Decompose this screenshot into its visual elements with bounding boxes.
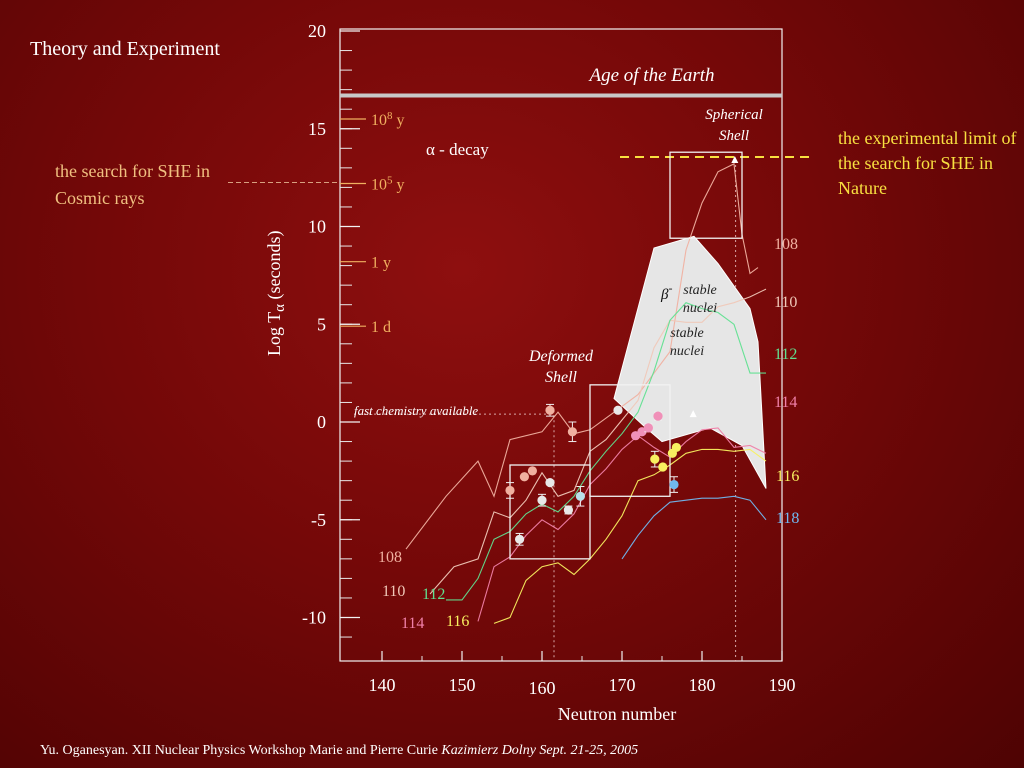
time-mark-label: 105 y	[371, 174, 405, 193]
spherical-shell-box	[669, 151, 743, 239]
triangle-marker	[731, 156, 739, 164]
series-label-right-108: 108	[774, 236, 798, 253]
stable-nuclei-label: nuclei	[670, 344, 704, 359]
series-label-left-112: 112	[422, 586, 445, 603]
time-mark-label: 1 y	[371, 255, 391, 272]
series-line-110	[429, 288, 767, 595]
series-label-right-112: 112	[774, 346, 797, 363]
data-point	[671, 442, 682, 453]
spherical-shell-label: Shell	[719, 128, 749, 144]
data-point	[567, 427, 578, 437]
x-tick-label: 150	[449, 675, 476, 695]
stable-nuclei-label: stable	[683, 283, 716, 298]
series-label-left-114: 114	[401, 615, 424, 632]
y-tick-label: 5	[317, 314, 326, 334]
y-tick-label: -5	[311, 510, 326, 530]
footer-author: Yu. Oganesyan. XII Nuclear Physics Works…	[40, 743, 442, 758]
series-label-right-118: 118	[776, 510, 799, 527]
data-point	[537, 495, 547, 505]
mid-region-box	[589, 384, 671, 497]
series-label-right-114: 114	[774, 394, 797, 411]
x-tick-label: 160	[529, 678, 556, 698]
time-mark-label: 108 y	[371, 110, 405, 129]
y-tick-label: 15	[308, 119, 326, 139]
deformed-shell-label: Shell	[545, 369, 578, 386]
data-point	[650, 454, 660, 464]
stable-nuclei-label: stable	[670, 326, 703, 341]
series-label-left-116: 116	[446, 613, 469, 630]
series-label-right-116: 116	[776, 468, 799, 485]
data-point	[653, 411, 663, 421]
data-point	[515, 534, 525, 544]
series-line-116	[493, 448, 767, 624]
data-point	[545, 478, 555, 488]
data-point	[669, 479, 679, 490]
deformed-shell-box	[509, 464, 591, 560]
experimental-points	[505, 403, 682, 546]
data-point	[519, 472, 530, 482]
series-lines	[405, 163, 767, 624]
series-label-left-108: 108	[378, 549, 402, 566]
y-tick-label: 20	[308, 21, 326, 41]
deformed-shell-label: Deformed	[528, 348, 594, 365]
x-tick-label: 170	[609, 675, 636, 695]
experimental-limit-note: the experimental limit of the search for…	[838, 128, 1017, 198]
y-tick-label: 10	[308, 217, 326, 237]
footer-citation: Yu. Oganesyan. XII Nuclear Physics Works…	[40, 743, 638, 759]
data-point	[563, 505, 574, 515]
data-point	[643, 423, 654, 433]
cosmic-ray-search-note: the search for SHE in Cosmic rays	[55, 161, 210, 208]
data-point	[613, 405, 623, 415]
series-line-108	[405, 163, 759, 550]
triangle-marker	[689, 410, 697, 418]
x-tick-label: 190	[769, 675, 796, 695]
data-point	[527, 466, 538, 476]
series-line-114	[477, 427, 767, 622]
series-label-left-110: 110	[382, 583, 405, 600]
data-point	[545, 405, 555, 415]
spherical-shell-label: Spherical	[705, 107, 763, 123]
y-tick-label: -10	[302, 608, 326, 628]
series-line-112	[446, 302, 766, 601]
y-axis-label: Log Tα (seconds)	[264, 230, 288, 356]
time-mark-label: 1 d	[371, 319, 391, 336]
stable-nuclei-label: nuclei	[683, 301, 717, 316]
data-point	[658, 462, 668, 472]
data-point	[505, 485, 515, 496]
series-line-118	[621, 495, 767, 560]
alpha-decay-label: α - decay	[426, 140, 489, 159]
data-point	[575, 491, 586, 501]
slide-title: Theory and Experiment	[30, 38, 220, 60]
y-tick-label: 0	[317, 412, 326, 432]
plot-frame	[339, 28, 783, 662]
age-of-earth-label: Age of the Earth	[587, 65, 714, 86]
x-tick-label: 180	[689, 675, 716, 695]
series-label-right-110: 110	[774, 294, 797, 311]
x-axis-label: Neutron number	[558, 704, 676, 724]
footer-venue: Kazimierz Dolny Sept. 21-25, 2005	[441, 743, 639, 758]
fast-chemistry-label: fast chemistry available	[354, 403, 478, 418]
x-tick-label: 140	[369, 675, 396, 695]
